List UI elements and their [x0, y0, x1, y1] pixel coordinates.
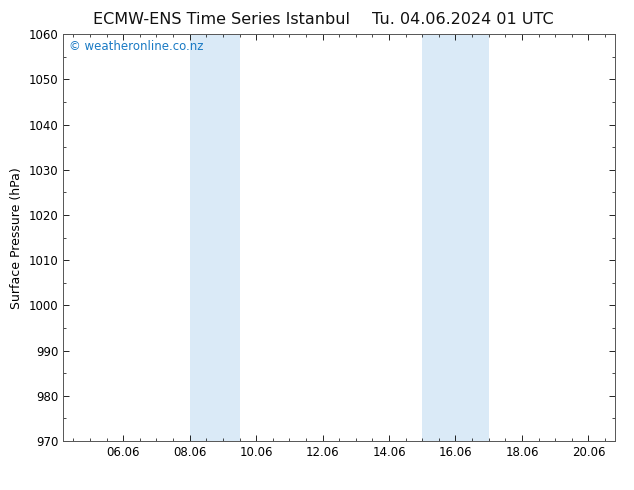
Text: ECMW-ENS Time Series Istanbul: ECMW-ENS Time Series Istanbul — [93, 12, 351, 27]
Y-axis label: Surface Pressure (hPa): Surface Pressure (hPa) — [10, 167, 23, 309]
Bar — [190, 34, 240, 441]
Text: Tu. 04.06.2024 01 UTC: Tu. 04.06.2024 01 UTC — [372, 12, 553, 27]
Text: © weatheronline.co.nz: © weatheronline.co.nz — [69, 40, 204, 53]
Bar — [422, 34, 489, 441]
